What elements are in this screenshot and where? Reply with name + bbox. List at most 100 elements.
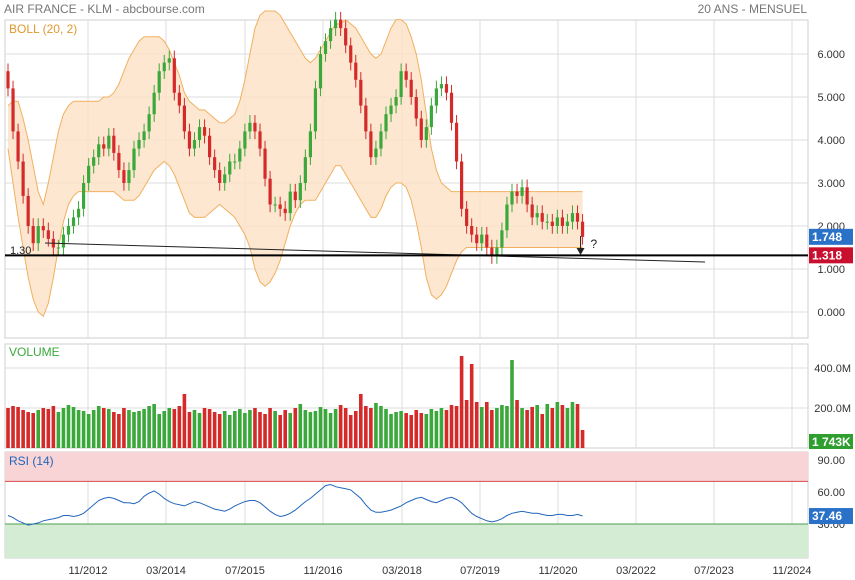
y-tick-label: 4.000: [817, 135, 845, 147]
volume-bar: [459, 356, 464, 448]
candle-body: [475, 234, 479, 244]
volume-bar: [495, 408, 499, 448]
candle-body: [92, 157, 96, 166]
volume-bar: [248, 410, 252, 448]
volume-bar: [278, 415, 282, 448]
volume-bar: [414, 410, 419, 448]
volume-bar: [394, 412, 398, 448]
volume-bar: [364, 406, 368, 448]
candle-body: [485, 234, 489, 248]
candle-body: [152, 92, 156, 115]
volume-bar: [6, 408, 10, 448]
x-tick-label: 07/2019: [460, 565, 500, 577]
rsi-badge: [809, 508, 853, 525]
candle-body: [424, 127, 428, 140]
candle-body: [21, 161, 25, 196]
volume-bar: [338, 405, 343, 448]
candle-body: [162, 62, 166, 72]
volume-bar: [263, 414, 267, 448]
volume-bar: [434, 411, 439, 448]
volume-bar: [253, 408, 257, 448]
volume-bar: [333, 409, 338, 448]
candle-body: [439, 84, 444, 89]
x-tick-label: 11/2016: [304, 565, 343, 577]
candle-body: [223, 174, 227, 183]
candle-body: [449, 92, 454, 123]
volume-bar: [580, 430, 585, 448]
volume-bar: [137, 411, 141, 448]
bollinger-band-area: [8, 11, 583, 317]
question-annotation: ?: [591, 237, 598, 251]
candle-body: [56, 247, 60, 249]
volume-bar: [359, 394, 363, 448]
volume-bar: [167, 408, 172, 448]
volume-bar: [107, 409, 111, 448]
candle-body: [177, 92, 181, 106]
candle-body: [334, 19, 338, 29]
volume-bar: [56, 412, 61, 448]
y-tick-label: 0.000: [817, 307, 845, 319]
volume-bar: [101, 408, 106, 448]
volume-bar: [318, 407, 323, 448]
y-tick-label: 200.0M: [814, 403, 851, 415]
candle-body: [253, 122, 257, 132]
volume-bar: [303, 410, 308, 448]
volume-bar: [197, 413, 202, 448]
volume-bar: [419, 413, 424, 448]
candle-body: [263, 148, 267, 179]
candle-body: [374, 148, 378, 158]
volume-bar: [81, 411, 86, 448]
candle-body: [303, 157, 307, 183]
volume-bar: [41, 408, 46, 448]
chart-period: 20 ANS - MENSUEL: [697, 2, 807, 16]
rsi-overbought-zone: [5, 452, 808, 482]
candle-body: [233, 161, 237, 163]
volume-title: VOLUME: [9, 345, 60, 359]
volume-bar: [490, 410, 494, 448]
candle-body: [399, 71, 403, 97]
volume-bar: [212, 412, 217, 448]
candle-body: [520, 187, 524, 196]
volume-bar: [485, 402, 489, 448]
volume-bar: [555, 402, 560, 448]
volume-bar: [192, 410, 197, 448]
y-tick-label: 400.0M: [814, 363, 851, 375]
rsi-oversold-zone: [5, 524, 808, 558]
candle-body: [560, 217, 564, 226]
volume-bar: [243, 413, 247, 448]
rsi-last-value: 37.46: [812, 509, 842, 523]
volume-bar: [510, 360, 514, 448]
candle-body: [510, 191, 514, 205]
candle-body: [228, 161, 232, 175]
panel-frame: [4, 19, 809, 339]
volume-bar: [474, 402, 479, 448]
volume-bar: [91, 410, 96, 448]
volume-bar: [31, 413, 35, 448]
volume-bar: [570, 402, 575, 448]
volume-bar: [172, 409, 177, 448]
support-level-value: 1.318: [812, 248, 842, 262]
volume-bar: [258, 412, 262, 448]
candle-body: [298, 183, 302, 201]
candle-body: [480, 234, 484, 244]
candle-body: [570, 213, 575, 222]
volume-bar: [207, 409, 212, 448]
candle-body: [273, 204, 277, 206]
volume-bar: [187, 412, 192, 448]
candle-body: [26, 195, 30, 226]
volume-bar: [439, 408, 444, 448]
volume-last-value: 1 743K: [812, 435, 851, 449]
volume-bar: [86, 414, 91, 448]
bollinger-upper-line: [7, 10, 583, 207]
volume-bar: [353, 411, 358, 448]
candle-body: [470, 226, 474, 235]
volume-bar: [268, 408, 272, 448]
candle-body: [419, 118, 423, 140]
candle-body: [490, 247, 494, 257]
candle-body: [197, 127, 202, 140]
volume-bar: [112, 412, 116, 448]
x-tick-label: 11/2020: [539, 565, 578, 577]
volume-badge: [809, 434, 853, 449]
